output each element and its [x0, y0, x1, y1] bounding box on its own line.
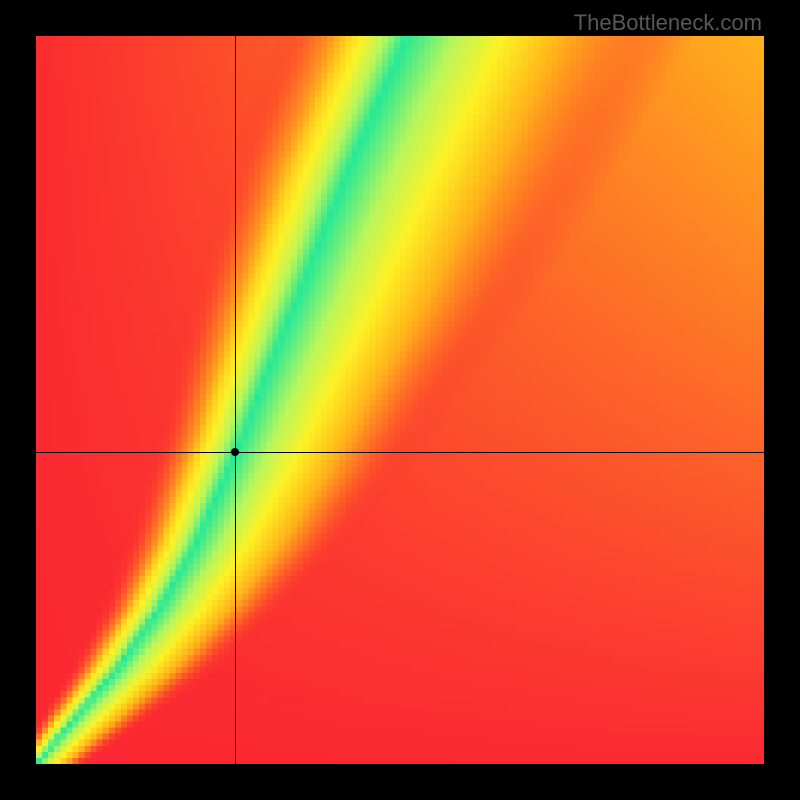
watermark: TheBottleneck.com — [574, 10, 762, 36]
crosshair-vertical — [235, 36, 236, 764]
heatmap-canvas — [36, 36, 764, 764]
chart-frame: TheBottleneck.com — [0, 0, 800, 800]
crosshair-horizontal — [36, 452, 764, 453]
